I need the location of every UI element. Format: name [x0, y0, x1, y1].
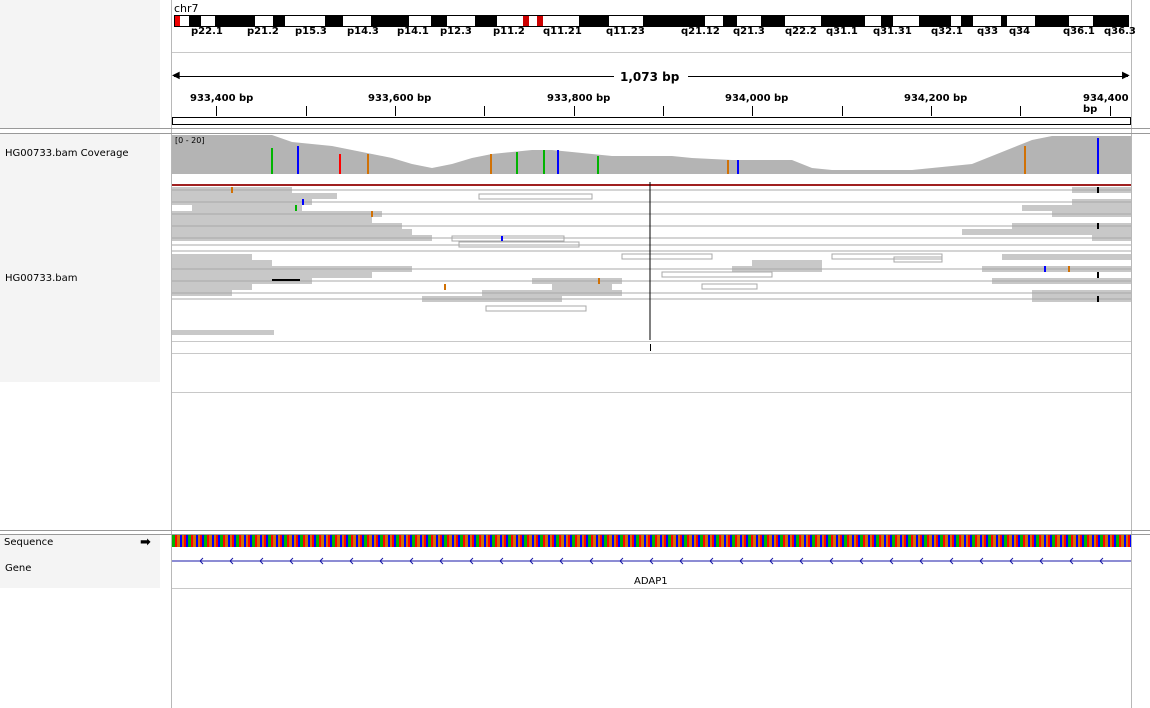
header-divider [0, 128, 1150, 129]
band-label: q31.1 [826, 26, 858, 37]
band-label: q32.1 [931, 26, 963, 37]
ideogram-bottom-line [172, 52, 1131, 53]
center-line-marker [650, 344, 651, 351]
gene-track-name[interactable]: Gene [5, 563, 32, 574]
band-label: p15.3 [295, 26, 327, 37]
chromosome-ideogram[interactable] [174, 15, 1129, 27]
gene-feature [172, 557, 1131, 565]
band-label: p14.1 [397, 26, 429, 37]
band-label: q21.12 [681, 26, 720, 37]
alignment-track[interactable] [172, 182, 1131, 342]
panel-divider[interactable] [171, 0, 172, 708]
band-label: q33 [977, 26, 999, 37]
alignment-divider-2 [172, 353, 1131, 354]
alignment-divider [172, 341, 1131, 342]
band-label: q34 [1009, 26, 1031, 37]
coverage-histogram [172, 135, 1131, 174]
band-label: q22.2 [785, 26, 817, 37]
band-label: q31.31 [873, 26, 912, 37]
name-panel-features: Sequence ➡ Gene [0, 535, 160, 588]
ruler[interactable]: 933,400 bp 933,600 bp 933,800 bp 934,000… [172, 92, 1131, 126]
coverage-track[interactable]: [0 - 20] [172, 134, 1131, 174]
sequence-bases [172, 535, 1131, 547]
alignment-track-name[interactable]: HG00733.bam [5, 273, 78, 284]
coverage-track-name[interactable]: HG00733.bam Coverage [5, 148, 129, 159]
gene-label[interactable]: ADAP1 [634, 576, 668, 587]
arrow-right-icon[interactable]: ➡ [140, 535, 151, 550]
band-label: p12.3 [440, 26, 472, 37]
sequence-track[interactable] [172, 535, 1131, 547]
band-label: p21.2 [247, 26, 279, 37]
header-divider-2 [0, 133, 1150, 134]
gene-track[interactable] [172, 553, 1131, 569]
band-label: q36.1 [1063, 26, 1095, 37]
data-panel-divider [0, 530, 1150, 531]
band-label: q21.3 [733, 26, 765, 37]
band-label: q11.23 [606, 26, 645, 37]
span-label: 1,073 bp [620, 70, 680, 84]
band-label: p14.3 [347, 26, 379, 37]
ruler-tick-label: 934,000 bp [725, 93, 789, 104]
alignment-bottom-line [172, 392, 1131, 393]
band-label: p11.2 [493, 26, 525, 37]
ruler-span: ◀ ▶ 1,073 bp [172, 70, 1130, 84]
downsample-marker [172, 184, 1131, 186]
band-label: q36.3 [1104, 26, 1136, 37]
band-label: q11.21 [543, 26, 582, 37]
coverage-range-label: [0 - 20] [175, 136, 205, 145]
name-panel-header [0, 0, 160, 128]
band-label: p22.1 [191, 26, 223, 37]
ruler-tick-label: 934,200 bp [904, 93, 968, 104]
panel-right-edge [1131, 0, 1132, 708]
chromosome-name[interactable]: chr7 [174, 2, 199, 15]
feature-bottom-line [172, 588, 1131, 589]
name-panel-alignment: HG00733.bam Coverage HG00733.bam [0, 134, 160, 382]
ruler-tick-label: 933,400 bp [190, 93, 254, 104]
current-view-marker [175, 16, 180, 26]
reads-pileup [172, 182, 1131, 340]
ruler-tick-label: 933,800 bp [547, 93, 611, 104]
ruler-tick-label: 934,400 bp [1083, 93, 1129, 115]
ideogram-band-labels: p22.1 p21.2 p15.3 p14.3 p14.1 p12.3 p11.… [172, 15, 1136, 45]
data-panel-divider-2 [0, 534, 1150, 535]
sequence-track-name[interactable]: Sequence [4, 537, 54, 548]
ruler-tick-label: 933,600 bp [368, 93, 432, 104]
